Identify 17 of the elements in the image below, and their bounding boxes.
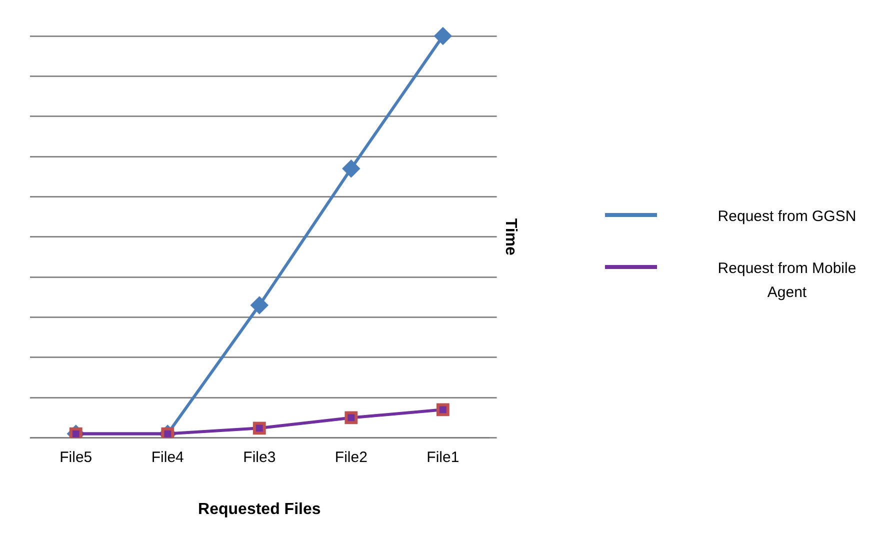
x-tick-label: File2 (334, 448, 368, 466)
text: Request from GGSN (717, 207, 857, 227)
point (69, 427, 82, 438)
point (344, 411, 358, 424)
point (252, 422, 266, 435)
point (161, 427, 174, 438)
point (250, 296, 268, 314)
x-tick-label: File4 (151, 448, 184, 466)
point (434, 28, 452, 44)
x-tick-label: File1 (426, 448, 460, 466)
x-axis-title: Requested Files (198, 500, 321, 518)
text: Request from Mobile Agent (717, 259, 857, 303)
point (342, 160, 360, 178)
point (436, 403, 450, 416)
x-tick-label: File3 (243, 448, 276, 466)
x-tick-label: File5 (60, 448, 92, 466)
y-axis-title: Time (502, 218, 519, 256)
